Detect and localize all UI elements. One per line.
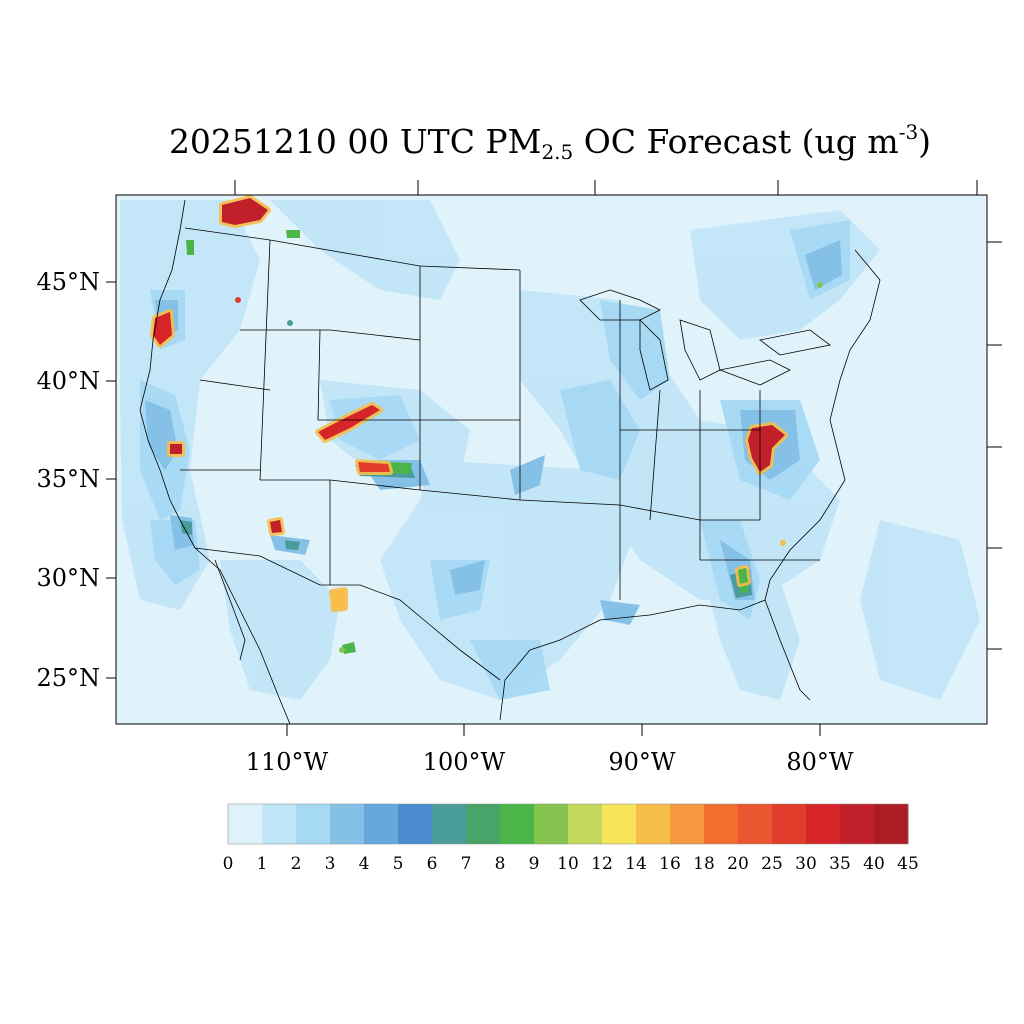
oregon-hotspot xyxy=(153,312,172,345)
small-hotspot xyxy=(780,540,786,546)
colorbar-label: 25 xyxy=(761,854,783,874)
colorado-hotspot xyxy=(318,405,380,440)
colorbar-swatch xyxy=(602,804,637,844)
colorbar-label: 20 xyxy=(727,854,749,874)
lon-label: 80°W xyxy=(786,748,854,776)
colorbar-label: 30 xyxy=(795,854,817,874)
lon-label: 110°W xyxy=(246,748,329,776)
map-title: 20251210 00 UTC PM2.5 OC Forecast (ug m-… xyxy=(168,120,932,164)
colorbar-label: 40 xyxy=(863,854,885,874)
colorbar-swatch xyxy=(670,804,705,844)
colorbar-label: 6 xyxy=(427,854,438,874)
concentration-field xyxy=(120,195,980,724)
colorbar-swatch xyxy=(228,804,263,844)
new-mexico-north-hotspot xyxy=(358,462,390,472)
lat-label: 30°N xyxy=(36,564,100,592)
colorbar-swatch xyxy=(568,804,603,844)
colorbar-swatch xyxy=(432,804,467,844)
colorbar-label: 9 xyxy=(529,854,540,874)
colorbar-swatch xyxy=(636,804,671,844)
west-virginia-hotspot xyxy=(748,425,785,472)
colorbar-swatch xyxy=(500,804,535,844)
map-frame xyxy=(115,194,988,725)
colorbar-swatch xyxy=(534,804,569,844)
colorbar-swatch xyxy=(466,804,501,844)
colorbar-label: 35 xyxy=(829,854,851,874)
colorbar-frame xyxy=(227,803,909,845)
colorbar-label: 7 xyxy=(461,854,472,874)
colorbar: 0 1 2 3 4 5 6 7 8 9 10 12 14 16 18 20 25 30 35 40 45 xyxy=(223,803,919,874)
central-california-hotspot xyxy=(170,444,182,454)
colorbar-label: 3 xyxy=(325,854,336,874)
lat-label: 40°N xyxy=(36,367,100,395)
colorbar-label: 2 xyxy=(291,854,302,874)
colorbar-label: 1 xyxy=(257,854,268,874)
small-hotspot xyxy=(287,320,293,326)
colorbar-swatch xyxy=(704,804,739,844)
colorbar-swatch xyxy=(806,804,841,844)
colorbar-swatch xyxy=(840,804,875,844)
colorbar-label: 14 xyxy=(625,854,647,874)
colorbar-label: 0 xyxy=(223,854,234,874)
chihuahua-hotspot xyxy=(332,590,345,609)
colorbar-label: 4 xyxy=(359,854,370,874)
georgia-hotspot xyxy=(738,568,748,584)
small-hotspot xyxy=(817,282,823,288)
lat-label: 45°N xyxy=(36,268,100,296)
lat-label: 35°N xyxy=(36,465,100,493)
colorbar-label: 45 xyxy=(897,854,919,874)
lon-label: 90°W xyxy=(608,748,676,776)
colorbar-label: 16 xyxy=(659,854,681,874)
colorbar-label: 5 xyxy=(393,854,404,874)
lon-label: 100°W xyxy=(423,748,506,776)
arizona-hotspot xyxy=(270,520,282,533)
colorbar-label: 8 xyxy=(495,854,506,874)
colorbar-swatch xyxy=(772,804,807,844)
small-hotspot xyxy=(235,297,241,303)
colorbar-swatch xyxy=(262,804,297,844)
northern-idaho-hotspot xyxy=(222,198,268,225)
colorbar-swatch xyxy=(330,804,365,844)
colorbar-label: 12 xyxy=(591,854,613,874)
colorbar-swatch xyxy=(738,804,773,844)
colorbar-swatch xyxy=(874,804,909,844)
colorbar-label: 18 xyxy=(693,854,715,874)
colorbar-swatch xyxy=(398,804,433,844)
colorbar-swatch xyxy=(364,804,399,844)
small-hotspot xyxy=(339,647,345,653)
lat-label: 25°N xyxy=(36,664,100,692)
coastline-and-borders xyxy=(139,199,881,724)
colorbar-label: 10 xyxy=(557,854,579,874)
colorbar-swatch xyxy=(296,804,331,844)
